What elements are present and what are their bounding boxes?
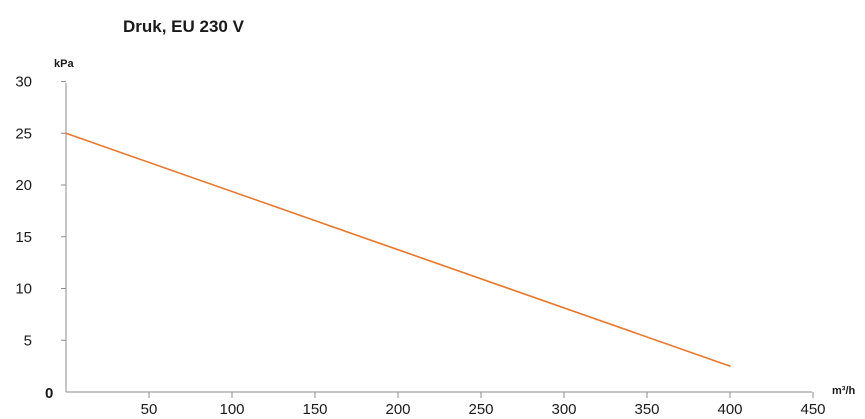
y-tick-label: 15	[15, 229, 32, 246]
y-tick-label: 5	[24, 332, 32, 349]
y-tick-label: 20	[15, 177, 32, 194]
x-axis-ticks: 50 100 150 200 250 300 350 400 450	[141, 392, 826, 418]
x-tick-label: 350	[634, 401, 659, 418]
chart-title: Druk, EU 230 V	[123, 17, 245, 36]
y-tick-label: 30	[15, 74, 32, 91]
y-axis-unit-label: kPa	[54, 58, 74, 70]
y-tick-label: 10	[15, 281, 32, 298]
x-tick-label: 450	[800, 401, 825, 418]
x-tick-label: 250	[468, 401, 493, 418]
y-tick-label: 25	[15, 125, 32, 142]
x-tick-label: 150	[302, 401, 327, 418]
x-tick-label: 50	[141, 401, 158, 418]
series-line	[65, 132, 731, 367]
x-tick-label: 100	[219, 401, 244, 418]
y-axis-ticks: 5 10 15 20 25 30	[15, 74, 66, 349]
series-layer	[65, 132, 731, 367]
x-tick-label: 200	[385, 401, 410, 418]
origin-label: 0	[45, 385, 53, 402]
x-tick-label: 300	[551, 401, 576, 418]
x-tick-label: 400	[717, 401, 742, 418]
x-axis-unit-label: m³/h	[832, 385, 856, 397]
